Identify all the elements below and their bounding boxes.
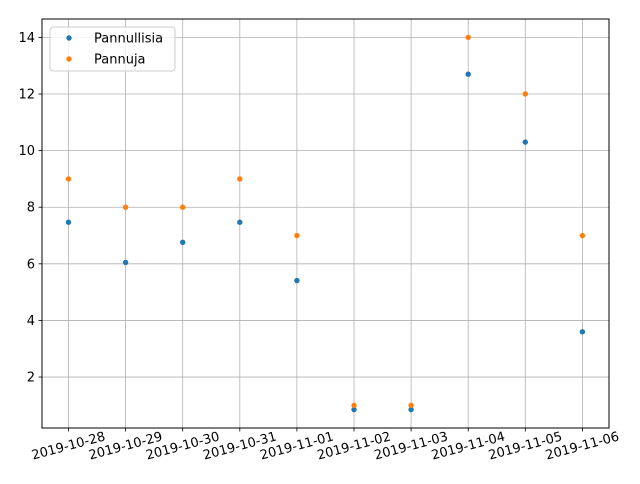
data-point-pannuja [294, 232, 300, 239]
x-axis: 2019-10-282019-10-292019-10-302019-10-31… [30, 428, 621, 464]
legend: Pannullisia Pannuja [49, 26, 176, 72]
y-tick-label: 12 [18, 88, 35, 103]
data-point-pannuja [180, 204, 186, 210]
grid [42, 19, 609, 428]
data-point-pannuja [522, 91, 528, 97]
legend-box [49, 26, 176, 72]
data-point-pannuja [351, 402, 357, 409]
data-point-pannuja [579, 232, 586, 239]
y-tick-label: 4 [27, 314, 35, 329]
data-point-pannuja [237, 176, 243, 182]
y-axis: 2 4 6 8 10 12 14 [18, 31, 42, 386]
data-point-pannullisia [180, 239, 186, 246]
y-tick-label: 10 [18, 144, 35, 159]
data-point-pannuja [122, 204, 129, 210]
data-point-pannullisia [522, 139, 528, 145]
legend-marker [66, 56, 72, 62]
data-point-pannullisia [408, 406, 414, 413]
data-point-pannullisia [579, 329, 586, 335]
data-point-pannullisia [122, 259, 129, 266]
data-point-pannullisia [294, 277, 300, 284]
plot-area-frame [41, 18, 610, 429]
legend-marker [66, 35, 72, 41]
y-tick-label: 6 [27, 257, 35, 272]
data-point-pannullisia [65, 219, 72, 225]
data-point-pannullisia [351, 406, 357, 413]
data-point-pannuja [65, 176, 72, 182]
legend-label: Pannuja [94, 53, 146, 68]
y-tick-label: 8 [27, 201, 35, 216]
data-point-pannuja [408, 402, 414, 409]
y-tick-label: 2 [27, 371, 35, 386]
data-point-pannuja [465, 34, 471, 41]
y-tick-label: 14 [18, 31, 35, 46]
data-point-pannullisia [237, 219, 243, 225]
legend-label: Pannullisia [94, 32, 163, 47]
data-points [65, 34, 586, 413]
data-point-pannullisia [465, 71, 471, 77]
